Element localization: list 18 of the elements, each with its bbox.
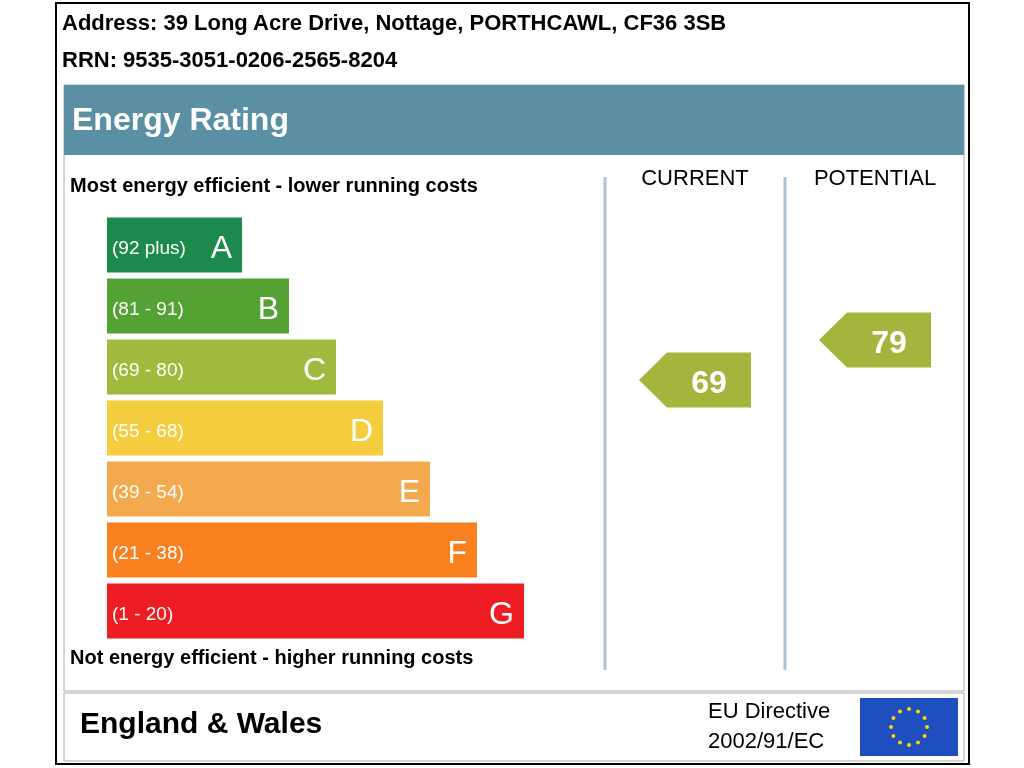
text: Address: 39 Long Acre Drive, Nottage, PORTHCAWL, CF36 3SB (62, 9, 727, 35)
category-label: POTENTIAL (813, 164, 937, 190)
data-label: 79 (871, 324, 907, 360)
text: Energy Rating (72, 101, 289, 137)
data-label: 69 (691, 364, 727, 400)
text: RRN: 9535-3051-0206-2565-8204 (62, 46, 398, 72)
text: (55 - 68) D (112, 412, 373, 448)
text: Not energy efficient - higher running costs (70, 646, 474, 668)
text: (39 - 54) E (112, 473, 420, 509)
category-label: CURRENT (641, 164, 749, 190)
text: EU Directive 2002/91/EC (708, 697, 837, 753)
text: (81 - 91) B (112, 290, 279, 326)
text: (1 - 20) G (112, 595, 514, 631)
text: (92 plus) A (112, 229, 232, 265)
text: Most energy efficient - lower running costs (70, 174, 478, 196)
text: (69 - 80) C (112, 351, 326, 387)
text: (21 - 38) F (112, 534, 467, 570)
text: England & Wales (80, 705, 323, 739)
